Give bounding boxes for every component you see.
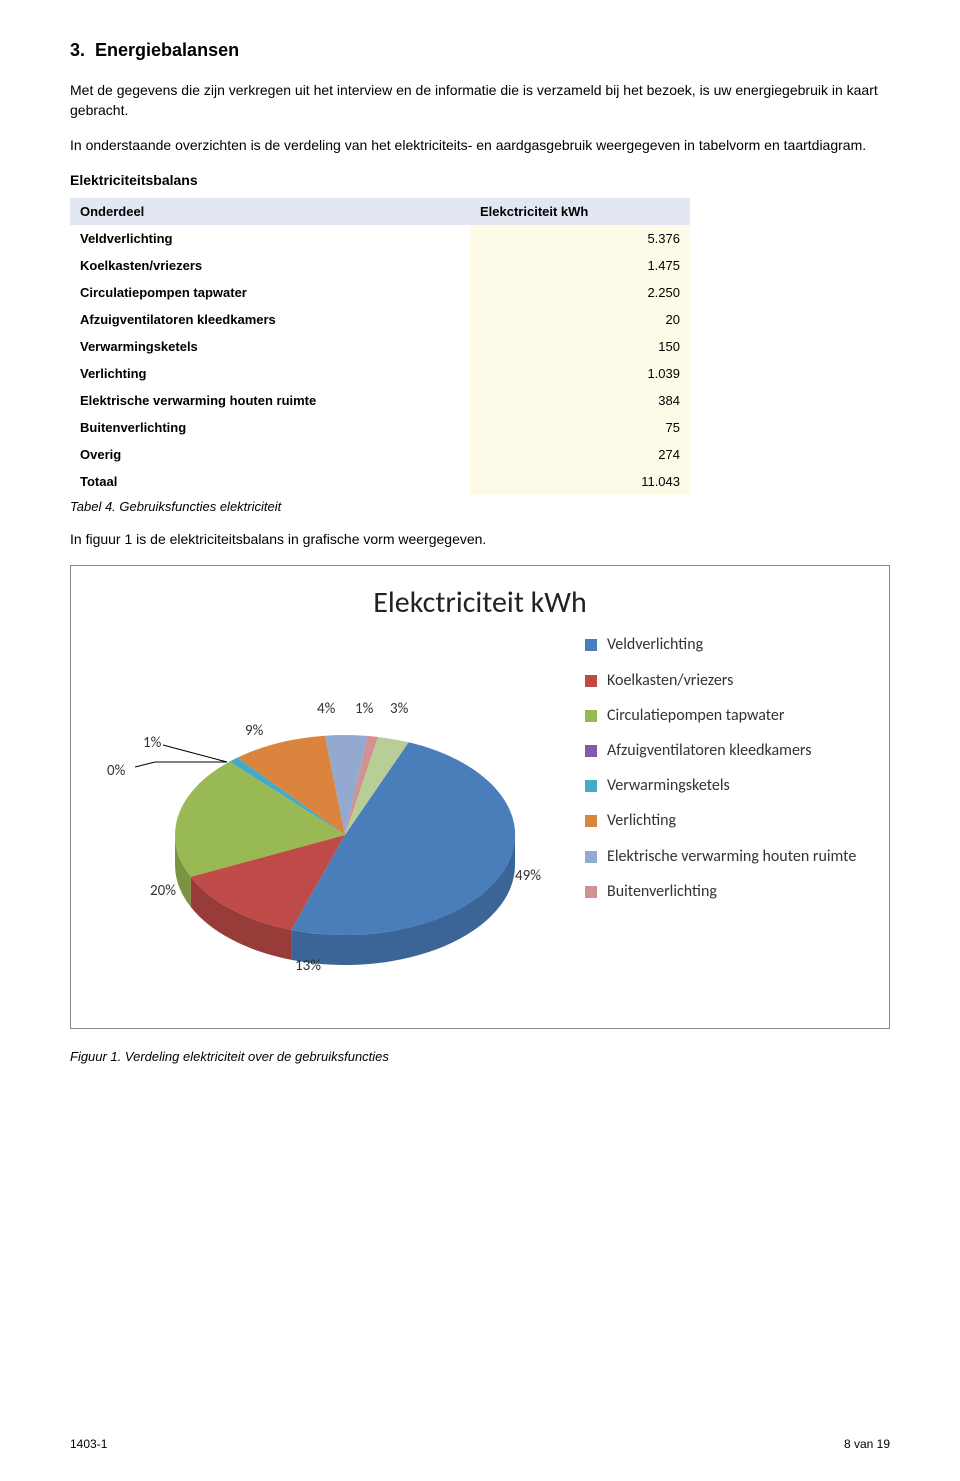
table-row: Afzuigventilatoren kleedkamers20 bbox=[70, 306, 690, 333]
legend-item: Verlichting bbox=[585, 811, 856, 830]
footer-left: 1403-1 bbox=[70, 1437, 107, 1451]
pie-chart-container: Elekctriciteit kWh bbox=[70, 565, 890, 1029]
figure-caption: Figuur 1. Verdeling elektriciteit over d… bbox=[70, 1049, 890, 1064]
chart-legend: Veldverlichting Koelkasten/vriezers Circ… bbox=[585, 635, 856, 917]
table-row: Overig274 bbox=[70, 441, 690, 468]
section-title-text: Energiebalansen bbox=[95, 40, 239, 60]
leader-line bbox=[163, 745, 227, 762]
pie-label-0: 0% bbox=[107, 762, 126, 780]
legend-swatch bbox=[585, 745, 597, 757]
table-row: Verwarmingsketels150 bbox=[70, 333, 690, 360]
table-row: Verlichting1.039 bbox=[70, 360, 690, 387]
legend-item: Buitenverlichting bbox=[585, 882, 856, 901]
table-header-onderdeel: Onderdeel bbox=[70, 198, 470, 225]
legend-swatch bbox=[585, 675, 597, 687]
pie-label-49: 49% bbox=[515, 867, 541, 885]
chart-title: Elekctriciteit kWh bbox=[95, 584, 865, 621]
pie-label-13: 13% bbox=[295, 957, 321, 975]
pie-label-1a: 1% bbox=[143, 734, 162, 752]
section-heading: 3. Energiebalansen bbox=[70, 40, 890, 61]
subheading-elektriciteitsbalans: Elektriciteitsbalans bbox=[70, 172, 890, 188]
section-number: 3. bbox=[70, 40, 85, 60]
pie-label-9: 9% bbox=[245, 722, 264, 740]
pie-label-20: 20% bbox=[150, 882, 176, 900]
legend-item: Circulatiepompen tapwater bbox=[585, 706, 856, 725]
table-header-kwh: Elekctriciteit kWh bbox=[470, 198, 690, 225]
footer-right: 8 van 19 bbox=[844, 1437, 890, 1451]
pie-label-4: 4% bbox=[317, 700, 336, 718]
legend-item: Koelkasten/vriezers bbox=[585, 671, 856, 690]
intro-paragraph-1: Met de gegevens die zijn verkregen uit h… bbox=[70, 81, 890, 120]
legend-item: Verwarmingsketels bbox=[585, 776, 856, 795]
table-row: Veldverlichting5.376 bbox=[70, 225, 690, 252]
pie-label-3: 3% bbox=[390, 700, 409, 718]
legend-item: Afzuigventilatoren kleedkamers bbox=[585, 741, 856, 760]
table-row: Buitenverlichting75 bbox=[70, 414, 690, 441]
legend-swatch bbox=[585, 815, 597, 827]
pie-chart: 49% 13% 20% 0% 1% 9% 4% 1% 3% bbox=[95, 635, 575, 1000]
pie-label-1b: 1% bbox=[355, 700, 374, 718]
table-row: Totaal11.043 bbox=[70, 468, 690, 495]
legend-item: Veldverlichting bbox=[585, 635, 856, 654]
page-footer: 1403-1 8 van 19 bbox=[70, 1437, 890, 1451]
legend-swatch bbox=[585, 710, 597, 722]
intro-paragraph-2: In onderstaande overzichten is de verdel… bbox=[70, 136, 890, 156]
electricity-table: Onderdeel Elekctriciteit kWh Veldverlich… bbox=[70, 198, 690, 495]
legend-swatch bbox=[585, 639, 597, 651]
leader-line bbox=[135, 762, 155, 767]
table-row: Koelkasten/vriezers1.475 bbox=[70, 252, 690, 279]
legend-swatch bbox=[585, 851, 597, 863]
table-caption: Tabel 4. Gebruiksfuncties elektriciteit bbox=[70, 499, 890, 514]
legend-item: Elektrische verwarming houten ruimte bbox=[585, 847, 856, 866]
legend-swatch bbox=[585, 886, 597, 898]
table-row: Circulatiepompen tapwater2.250 bbox=[70, 279, 690, 306]
legend-swatch bbox=[585, 780, 597, 792]
mid-paragraph: In figuur 1 is de elektriciteitsbalans i… bbox=[70, 530, 890, 550]
table-row: Elektrische verwarming houten ruimte384 bbox=[70, 387, 690, 414]
